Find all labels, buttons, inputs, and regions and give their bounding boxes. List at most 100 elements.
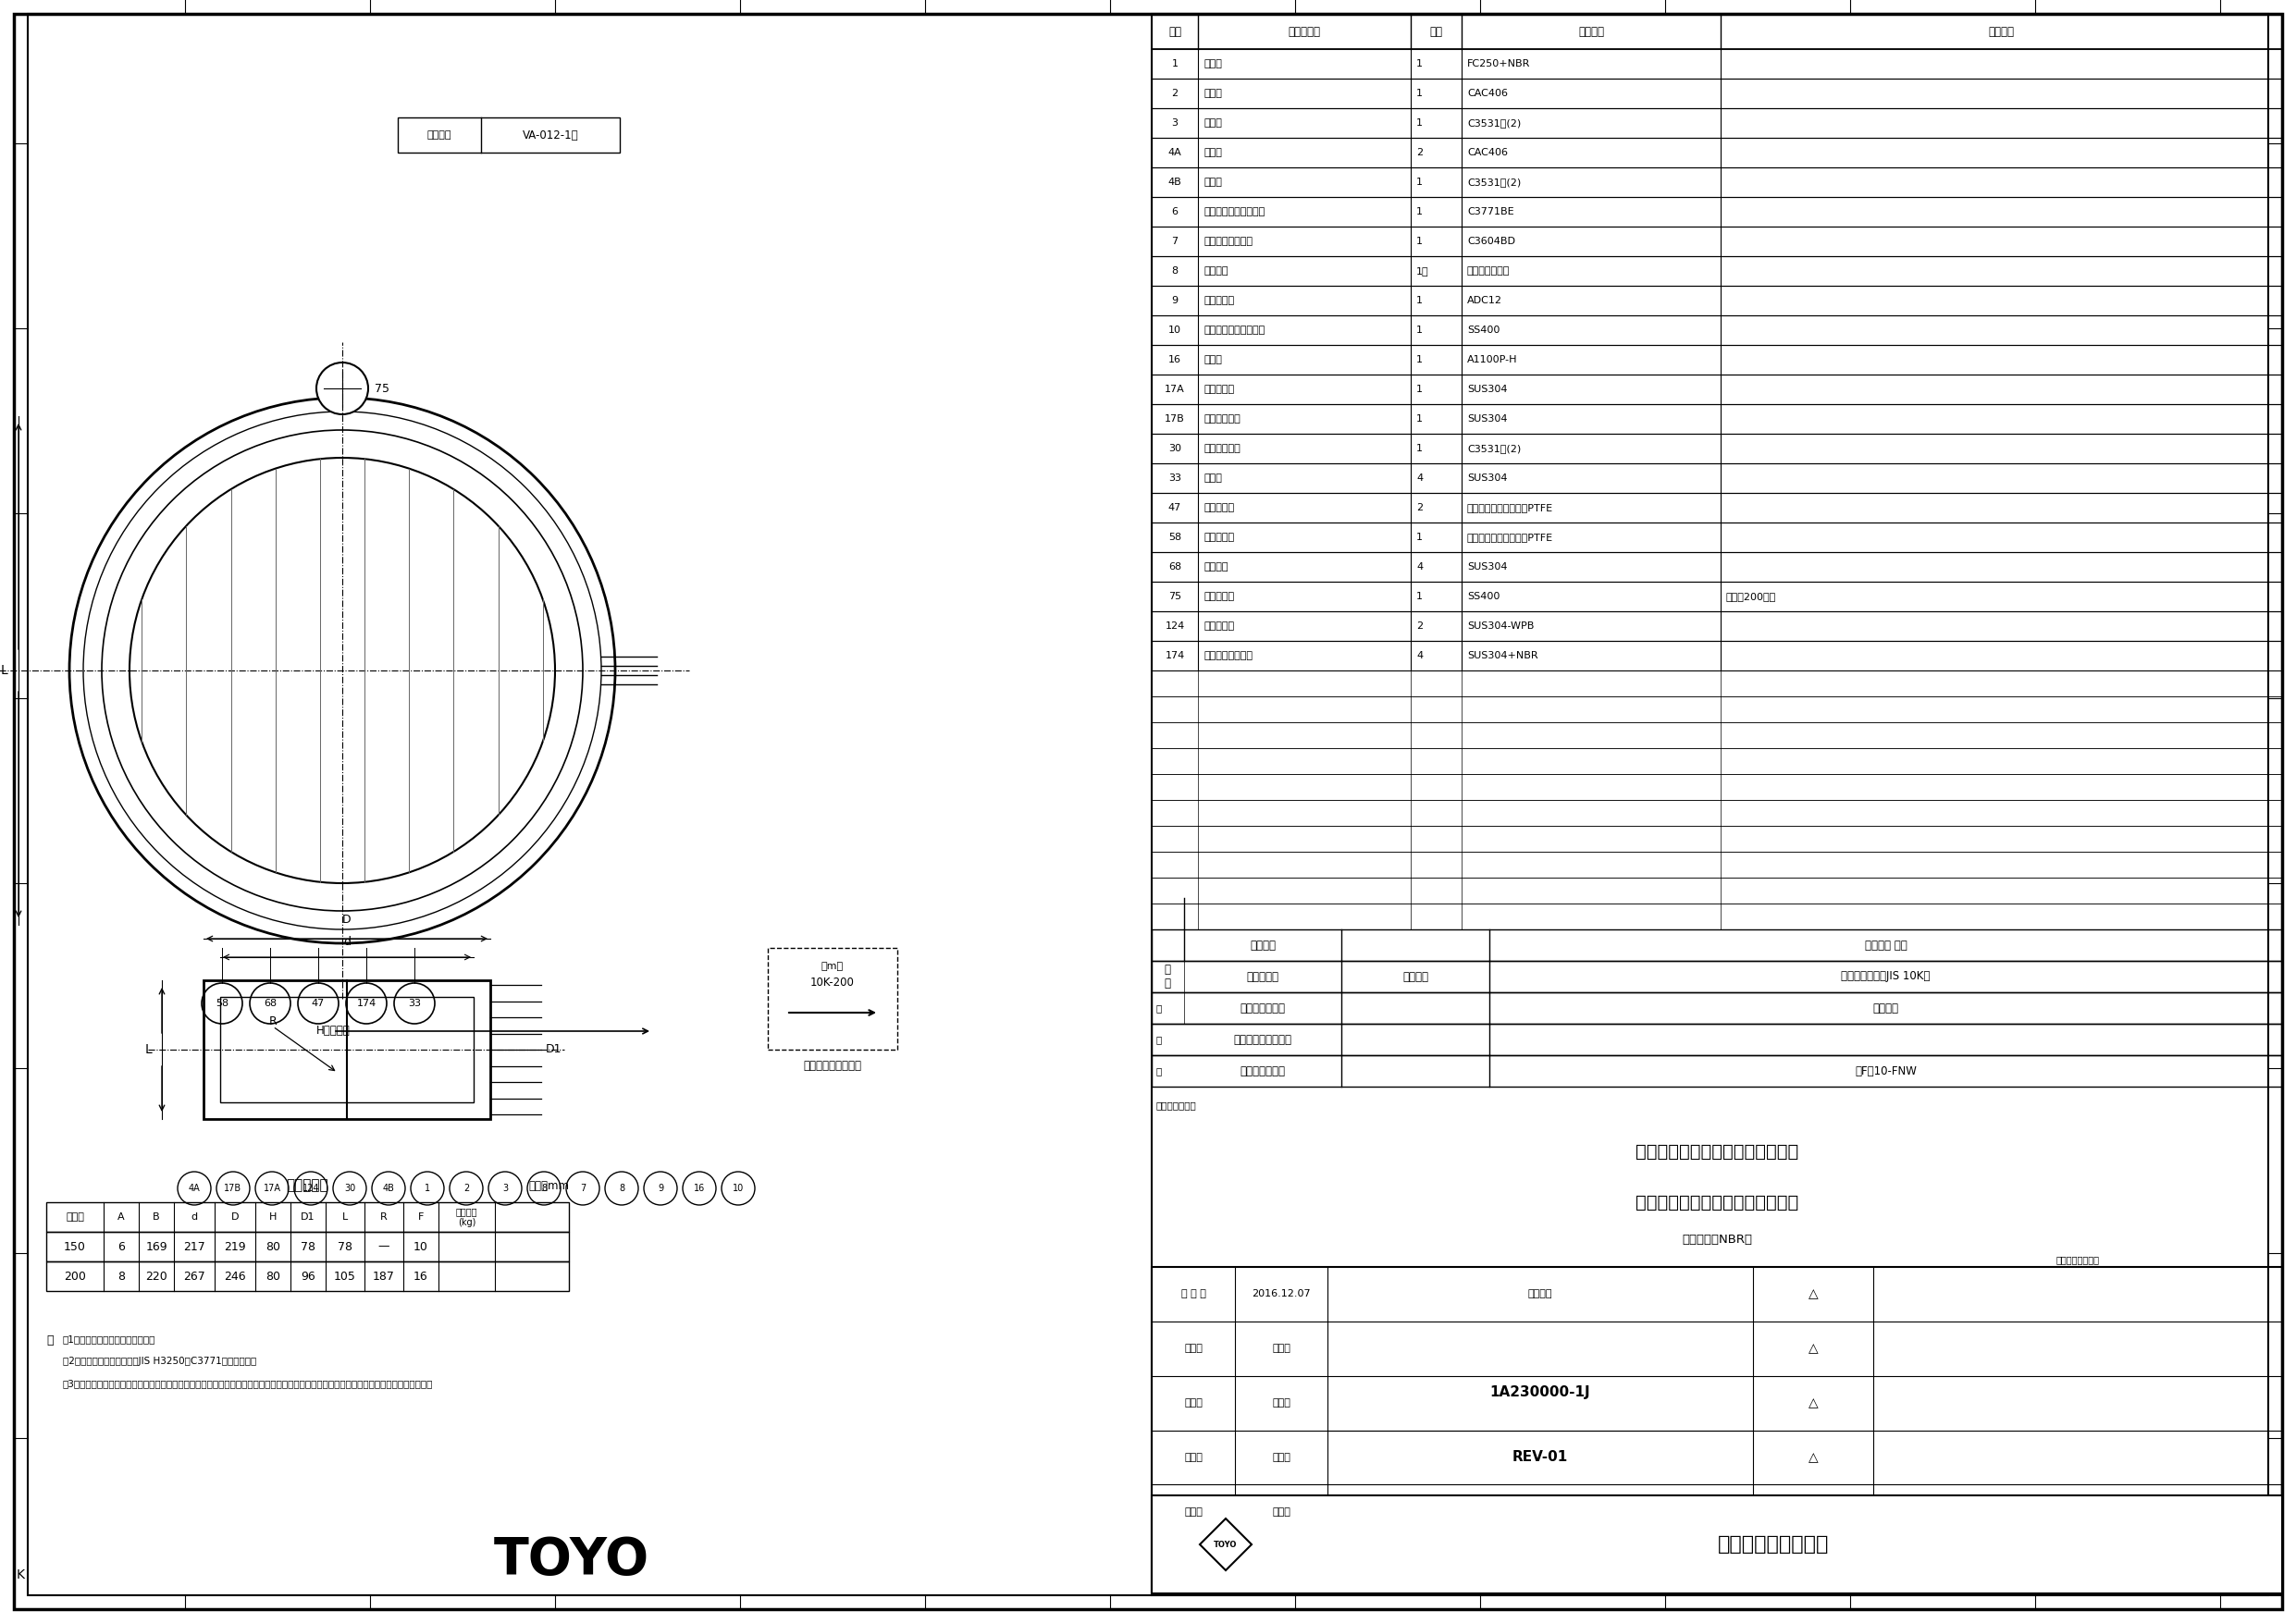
Bar (1153, 404, 2282, 433)
Text: L: L (145, 1044, 152, 1057)
Text: 68: 68 (264, 998, 276, 1008)
Text: 消防検査: 消防検査 (1874, 1001, 1899, 1014)
Text: 材　　料: 材 料 (1577, 26, 1605, 37)
Text: 78: 78 (301, 1240, 315, 1253)
Text: 220: 220 (145, 1271, 168, 1282)
Text: 17A: 17A (1164, 385, 1185, 394)
Circle shape (682, 1172, 716, 1204)
Text: 16: 16 (693, 1183, 705, 1193)
Text: 4: 4 (1417, 562, 1424, 571)
Bar (1153, 641, 2282, 670)
Text: 記　　事: 記 事 (1988, 26, 2014, 37)
Text: 9: 9 (657, 1183, 664, 1193)
Circle shape (395, 984, 434, 1024)
Text: △: △ (1809, 1287, 1818, 1300)
Circle shape (604, 1172, 638, 1204)
Text: 製　図: 製 図 (1185, 1508, 1203, 1516)
Text: （1）　呼び径を表わしています。: （1） 呼び径を表わしています。 (62, 1334, 156, 1344)
Bar (1153, 1024, 2282, 1055)
Bar (1153, 852, 2282, 878)
Text: C3771BE: C3771BE (1467, 208, 1513, 216)
Text: 1: 1 (1171, 58, 1178, 68)
Text: 4: 4 (1417, 651, 1424, 661)
Text: 2: 2 (464, 1183, 468, 1193)
Circle shape (411, 1172, 443, 1204)
Text: 弁箱用座金: 弁箱用座金 (1203, 503, 1235, 513)
Text: 17B: 17B (1164, 414, 1185, 424)
Polygon shape (1201, 1519, 1251, 1571)
Text: 消防設備確認証: 消防設備確認証 (1157, 1100, 1196, 1110)
Bar (767, 948, 898, 1050)
Text: 個数: 個数 (1430, 26, 1442, 37)
Bar (1153, 930, 2282, 961)
Bar (1153, 375, 2282, 404)
Text: 注: 注 (46, 1334, 53, 1347)
Text: 9: 9 (1171, 295, 1178, 305)
Bar (1153, 286, 2282, 315)
Text: CAC406: CAC406 (1467, 89, 1508, 97)
Circle shape (298, 984, 338, 1024)
Bar (397, 117, 620, 153)
Text: C3531　(2): C3531 (2) (1467, 177, 1520, 187)
Text: SS400: SS400 (1467, 592, 1499, 601)
Text: 1: 1 (1417, 326, 1424, 334)
Circle shape (643, 1172, 677, 1204)
Circle shape (528, 1172, 560, 1204)
Text: CAC406: CAC406 (1467, 148, 1508, 157)
Text: 4A: 4A (1169, 148, 1182, 157)
Text: 8: 8 (542, 1183, 546, 1193)
Text: ウエハー型　（JIS 10K）: ウエハー型 （JIS 10K） (1841, 971, 1931, 982)
Text: C3531　(2): C3531 (2) (1467, 445, 1520, 453)
Text: パッキン押さえナット: パッキン押さえナット (1203, 208, 1265, 216)
Bar (1153, 1055, 2282, 1087)
Text: L: L (342, 1212, 349, 1222)
Text: 10: 10 (732, 1183, 744, 1193)
Text: 離　出　し　表　示: 離 出 し 表 示 (804, 1060, 861, 1073)
Text: 弁　体: 弁 体 (1203, 148, 1221, 157)
Text: 炭石綿パッキン: 炭石綿パッキン (1467, 266, 1511, 276)
Text: 東洋バルヴ株式会社: 東洋バルヴ株式会社 (1717, 1535, 1830, 1553)
Text: △: △ (1809, 1451, 1818, 1464)
Text: C3531　(2): C3531 (2) (1467, 118, 1520, 128)
Text: SUS304: SUS304 (1467, 414, 1508, 424)
Text: 圧　力　検　査: 圧 力 検 査 (1240, 1001, 1286, 1014)
Text: 吊り径200のみ: 吊り径200のみ (1727, 592, 1777, 601)
Text: 217: 217 (184, 1240, 204, 1253)
Text: VA-012-1号: VA-012-1号 (523, 128, 579, 141)
Bar (1153, 256, 2282, 286)
Text: D1: D1 (546, 1044, 563, 1055)
Text: 3: 3 (1171, 118, 1178, 128)
Text: A1100P-H: A1100P-H (1467, 355, 1518, 365)
Text: 2: 2 (1171, 89, 1178, 97)
Bar (46, 1261, 569, 1290)
Text: D: D (342, 914, 351, 925)
Circle shape (294, 1172, 328, 1204)
Text: スプリング: スプリング (1203, 622, 1235, 631)
Text: 4: 4 (1417, 474, 1424, 482)
Text: 267: 267 (184, 1271, 204, 1282)
Text: FC250+NBR: FC250+NBR (1467, 58, 1531, 68)
Text: 4B: 4B (1169, 177, 1182, 187)
Text: 1: 1 (425, 1183, 429, 1193)
Text: 6: 6 (1171, 208, 1178, 216)
Text: （3）　本図は代表図です。寸法表の値に影響しない形状変更、及びバルブ配管時に影響しないリブや座は本図に表示しない場合があります。: （3） 本図は代表図です。寸法表の値に影響しない形状変更、及びバルブ配管時に影響… (62, 1380, 434, 1388)
Circle shape (255, 1172, 289, 1204)
Bar (1153, 138, 2282, 167)
Text: 96: 96 (301, 1271, 315, 1282)
Text: B: B (154, 1212, 161, 1222)
Text: 80: 80 (266, 1240, 280, 1253)
Text: 1: 1 (1417, 592, 1424, 601)
Text: 型　　番: 型 番 (1527, 1290, 1552, 1298)
Text: 年 月 日: 年 月 日 (1180, 1290, 1205, 1298)
Text: メーカー 標準: メーカー 標準 (1864, 940, 1908, 951)
Bar (1153, 167, 2282, 196)
Text: H: H (269, 1212, 278, 1222)
Circle shape (202, 984, 243, 1024)
Text: 8: 8 (1171, 266, 1178, 276)
Bar (1153, 961, 2282, 992)
Text: 管　接　続: 管 接 続 (1247, 971, 1279, 982)
Text: SUS304: SUS304 (1467, 385, 1508, 394)
Text: 規
格: 規 格 (1164, 964, 1171, 990)
Text: シールワッシャー: シールワッシャー (1203, 651, 1254, 661)
Text: ハンドル押さえナット: ハンドル押さえナット (1203, 326, 1265, 334)
